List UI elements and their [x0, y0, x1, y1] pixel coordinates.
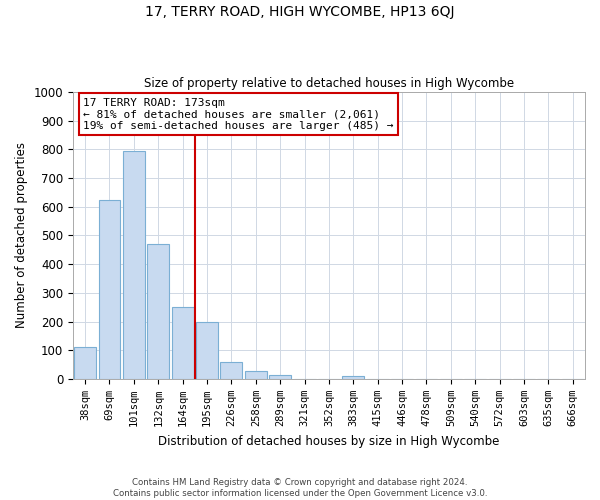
Title: Size of property relative to detached houses in High Wycombe: Size of property relative to detached ho… — [144, 76, 514, 90]
Text: 17 TERRY ROAD: 173sqm
← 81% of detached houses are smaller (2,061)
19% of semi-d: 17 TERRY ROAD: 173sqm ← 81% of detached … — [83, 98, 394, 131]
Bar — [172, 307, 194, 379]
Text: 17, TERRY ROAD, HIGH WYCOMBE, HP13 6QJ: 17, TERRY ROAD, HIGH WYCOMBE, HP13 6QJ — [145, 5, 455, 19]
Bar — [74, 348, 96, 379]
Text: Contains HM Land Registry data © Crown copyright and database right 2024.
Contai: Contains HM Land Registry data © Crown c… — [113, 478, 487, 498]
Bar — [123, 151, 145, 379]
Bar — [220, 362, 242, 379]
Y-axis label: Number of detached properties: Number of detached properties — [15, 142, 28, 328]
Bar — [269, 374, 291, 379]
Bar — [147, 244, 169, 379]
Bar — [196, 322, 218, 379]
X-axis label: Distribution of detached houses by size in High Wycombe: Distribution of detached houses by size … — [158, 434, 500, 448]
Bar — [343, 376, 364, 379]
Bar — [98, 200, 121, 379]
Bar — [245, 371, 267, 379]
